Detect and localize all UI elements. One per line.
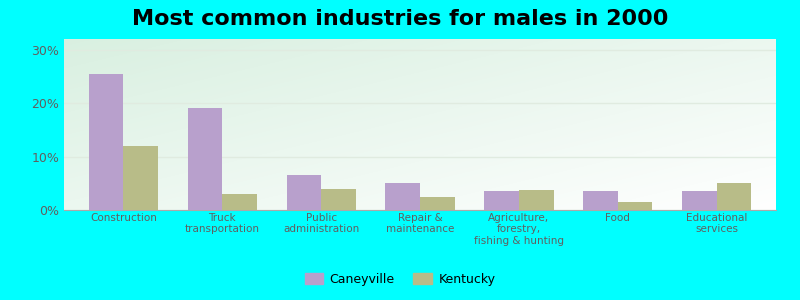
Bar [717, 183, 751, 210]
Bar [484, 191, 519, 210]
Bar [188, 109, 222, 210]
Text: Most common industries for males in 2000: Most common industries for males in 2000 [132, 9, 668, 29]
Bar [286, 175, 321, 210]
Bar [386, 183, 420, 210]
Bar [519, 190, 554, 210]
Bar [682, 191, 717, 210]
Bar [89, 74, 123, 210]
Bar [123, 146, 158, 210]
Bar [618, 202, 652, 210]
Bar [420, 196, 454, 210]
Legend: Caneyville, Kentucky: Caneyville, Kentucky [299, 268, 501, 291]
Bar [583, 191, 618, 210]
Bar [321, 189, 356, 210]
Bar [222, 194, 257, 210]
